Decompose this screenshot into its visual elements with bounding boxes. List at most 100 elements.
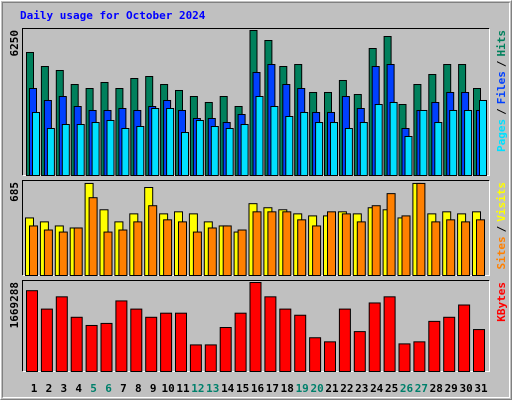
x-tick-label: 26 bbox=[400, 382, 414, 395]
bar bbox=[368, 302, 381, 372]
bar bbox=[26, 290, 38, 372]
bar bbox=[219, 327, 232, 372]
legend-entry: Sites bbox=[495, 236, 508, 269]
bar bbox=[315, 122, 324, 176]
bar bbox=[103, 231, 113, 277]
bar bbox=[189, 344, 202, 372]
bar bbox=[458, 304, 471, 372]
bar bbox=[398, 343, 411, 373]
bar bbox=[300, 111, 309, 176]
bar bbox=[383, 296, 396, 372]
bar bbox=[282, 211, 292, 276]
x-tick-label: 5 bbox=[90, 382, 97, 395]
x-tick-label: 28 bbox=[430, 382, 443, 395]
bar bbox=[404, 136, 413, 176]
bar bbox=[61, 124, 70, 176]
x-tick-label: 19 bbox=[296, 382, 309, 395]
x-tick-label: 2 bbox=[46, 382, 53, 395]
legend-entry: Files bbox=[495, 71, 508, 104]
bar bbox=[413, 341, 426, 373]
bar bbox=[341, 213, 351, 276]
bar bbox=[374, 104, 383, 176]
legend: Sites / Visits bbox=[495, 182, 508, 270]
bar bbox=[359, 122, 368, 176]
bar bbox=[279, 308, 292, 373]
chart-title: Daily usage for October 2024 bbox=[20, 9, 206, 22]
x-tick-label: 18 bbox=[281, 382, 294, 395]
bar bbox=[106, 119, 115, 176]
legend-separator: / bbox=[495, 225, 508, 232]
bar bbox=[210, 126, 219, 177]
legend-entry: KBytes bbox=[495, 282, 508, 322]
x-tick-label: 17 bbox=[266, 382, 279, 395]
bar bbox=[76, 124, 85, 176]
bar bbox=[443, 316, 456, 372]
bar bbox=[222, 225, 232, 276]
x-tick-label: 9 bbox=[150, 382, 157, 395]
bar bbox=[309, 337, 322, 372]
bar bbox=[389, 101, 398, 176]
bar bbox=[32, 111, 40, 176]
bar bbox=[234, 312, 247, 372]
bar bbox=[312, 225, 322, 276]
bar bbox=[175, 312, 187, 372]
panel-shadow bbox=[22, 180, 490, 276]
bar bbox=[136, 126, 145, 177]
bar bbox=[416, 182, 426, 276]
bar bbox=[148, 205, 158, 277]
x-tick-label: 20 bbox=[310, 382, 323, 395]
legend: Pages / Files / Hits bbox=[495, 30, 508, 152]
bar bbox=[85, 324, 98, 372]
bar bbox=[386, 193, 396, 276]
x-tick-label: 4 bbox=[75, 382, 82, 395]
bar bbox=[207, 227, 217, 276]
bar bbox=[55, 296, 68, 372]
y-tick-label: 1669288 bbox=[8, 282, 21, 328]
bar bbox=[178, 221, 187, 277]
bar bbox=[327, 211, 336, 276]
bar bbox=[29, 225, 38, 276]
legend-entry: Visits bbox=[495, 182, 508, 222]
x-tick-label: 10 bbox=[161, 382, 174, 395]
panel-shadow bbox=[22, 280, 490, 372]
bar bbox=[160, 312, 173, 372]
x-tick-label: 27 bbox=[415, 382, 428, 395]
bar bbox=[476, 219, 485, 277]
x-tick-label: 21 bbox=[325, 382, 339, 395]
legend: KBytes bbox=[495, 282, 508, 322]
x-tick-label: 24 bbox=[370, 382, 384, 395]
x-tick-label: 6 bbox=[105, 382, 112, 395]
bar bbox=[255, 96, 264, 176]
x-tick-label: 11 bbox=[176, 382, 190, 395]
x-tick-label: 22 bbox=[340, 382, 353, 395]
x-tick-label: 12 bbox=[191, 382, 204, 395]
bar bbox=[434, 122, 443, 176]
x-tick-label: 14 bbox=[221, 382, 235, 395]
bar bbox=[356, 221, 366, 277]
bar bbox=[145, 316, 158, 372]
bar bbox=[344, 127, 353, 176]
bar bbox=[464, 109, 473, 176]
panel-shadow bbox=[22, 28, 490, 176]
bar bbox=[73, 227, 83, 276]
bar bbox=[324, 341, 336, 373]
x-tick-label: 7 bbox=[120, 382, 127, 395]
legend-entry: Pages bbox=[495, 119, 508, 152]
bar bbox=[204, 344, 217, 372]
legend-entry: Hits bbox=[495, 30, 508, 57]
bar bbox=[91, 122, 100, 176]
bar bbox=[70, 316, 83, 372]
bar bbox=[267, 211, 277, 276]
bar bbox=[181, 132, 189, 177]
bar bbox=[264, 296, 277, 372]
x-tick-label: 29 bbox=[445, 382, 458, 395]
bar bbox=[237, 229, 247, 276]
x-tick-label: 15 bbox=[236, 382, 249, 395]
bar bbox=[133, 221, 143, 277]
bar bbox=[40, 308, 53, 373]
bar bbox=[479, 99, 487, 176]
bar bbox=[330, 122, 338, 176]
